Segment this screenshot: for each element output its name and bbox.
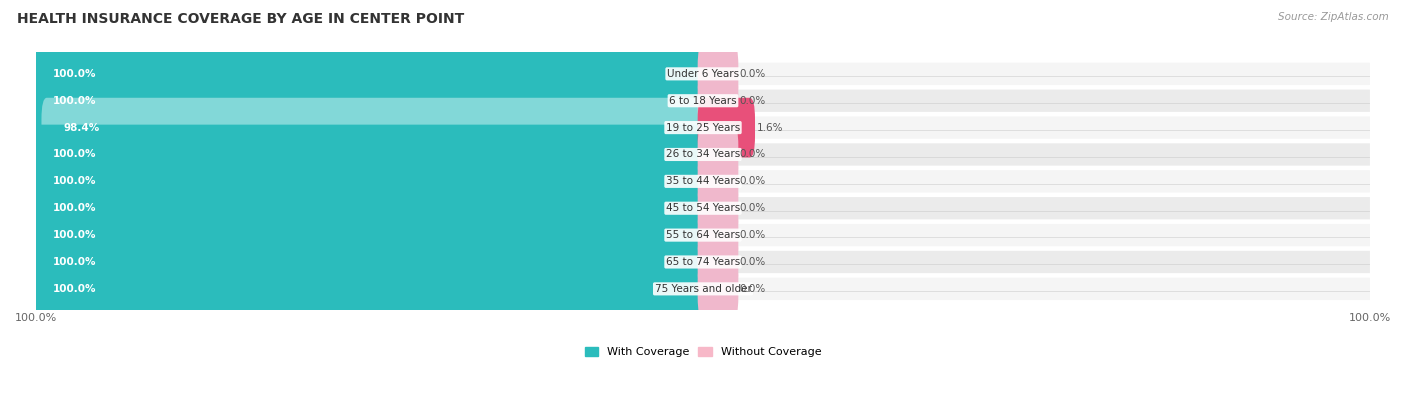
FancyBboxPatch shape	[31, 232, 709, 292]
FancyBboxPatch shape	[37, 251, 1369, 273]
Text: 0.0%: 0.0%	[740, 149, 766, 159]
FancyBboxPatch shape	[31, 44, 709, 104]
Text: 0.0%: 0.0%	[740, 284, 766, 294]
FancyBboxPatch shape	[697, 232, 738, 292]
Text: 0.0%: 0.0%	[740, 230, 766, 240]
Text: 0.0%: 0.0%	[740, 257, 766, 267]
FancyBboxPatch shape	[697, 124, 738, 184]
FancyBboxPatch shape	[37, 143, 1369, 166]
Text: 6 to 18 Years: 6 to 18 Years	[669, 96, 737, 106]
FancyBboxPatch shape	[31, 259, 709, 319]
Text: 0.0%: 0.0%	[740, 96, 766, 106]
FancyBboxPatch shape	[37, 224, 1369, 246]
Text: 75 Years and older: 75 Years and older	[655, 284, 751, 294]
FancyBboxPatch shape	[41, 98, 709, 157]
FancyBboxPatch shape	[31, 178, 709, 238]
Text: 26 to 34 Years: 26 to 34 Years	[666, 149, 740, 159]
Text: 100.0%: 100.0%	[53, 257, 96, 267]
Text: 100.0%: 100.0%	[53, 96, 96, 106]
FancyBboxPatch shape	[37, 90, 1369, 112]
Text: HEALTH INSURANCE COVERAGE BY AGE IN CENTER POINT: HEALTH INSURANCE COVERAGE BY AGE IN CENT…	[17, 12, 464, 27]
FancyBboxPatch shape	[37, 170, 1369, 193]
FancyBboxPatch shape	[31, 124, 709, 184]
Text: 100.0%: 100.0%	[53, 176, 96, 186]
Text: Source: ZipAtlas.com: Source: ZipAtlas.com	[1278, 12, 1389, 22]
FancyBboxPatch shape	[697, 178, 738, 238]
Text: 100.0%: 100.0%	[53, 149, 96, 159]
Text: 1.6%: 1.6%	[756, 122, 783, 133]
Legend: With Coverage, Without Coverage: With Coverage, Without Coverage	[581, 342, 825, 361]
FancyBboxPatch shape	[697, 205, 738, 265]
FancyBboxPatch shape	[37, 63, 1369, 85]
FancyBboxPatch shape	[697, 71, 738, 131]
Text: 0.0%: 0.0%	[740, 69, 766, 79]
FancyBboxPatch shape	[697, 151, 738, 211]
Text: 65 to 74 Years: 65 to 74 Years	[666, 257, 740, 267]
Text: 100.0%: 100.0%	[53, 284, 96, 294]
Text: 100.0%: 100.0%	[53, 69, 96, 79]
Text: 0.0%: 0.0%	[740, 203, 766, 213]
Text: 98.4%: 98.4%	[63, 122, 100, 133]
Text: 45 to 54 Years: 45 to 54 Years	[666, 203, 740, 213]
FancyBboxPatch shape	[31, 205, 709, 265]
FancyBboxPatch shape	[31, 71, 709, 131]
Text: 100.0%: 100.0%	[53, 203, 96, 213]
Text: 100.0%: 100.0%	[53, 230, 96, 240]
Text: Under 6 Years: Under 6 Years	[666, 69, 740, 79]
FancyBboxPatch shape	[37, 197, 1369, 220]
FancyBboxPatch shape	[37, 117, 1369, 139]
FancyBboxPatch shape	[697, 259, 738, 319]
Text: 19 to 25 Years: 19 to 25 Years	[666, 122, 740, 133]
Text: 55 to 64 Years: 55 to 64 Years	[666, 230, 740, 240]
Text: 35 to 44 Years: 35 to 44 Years	[666, 176, 740, 186]
FancyBboxPatch shape	[697, 98, 755, 157]
FancyBboxPatch shape	[31, 151, 709, 211]
FancyBboxPatch shape	[697, 44, 738, 104]
Text: 0.0%: 0.0%	[740, 176, 766, 186]
FancyBboxPatch shape	[37, 278, 1369, 300]
